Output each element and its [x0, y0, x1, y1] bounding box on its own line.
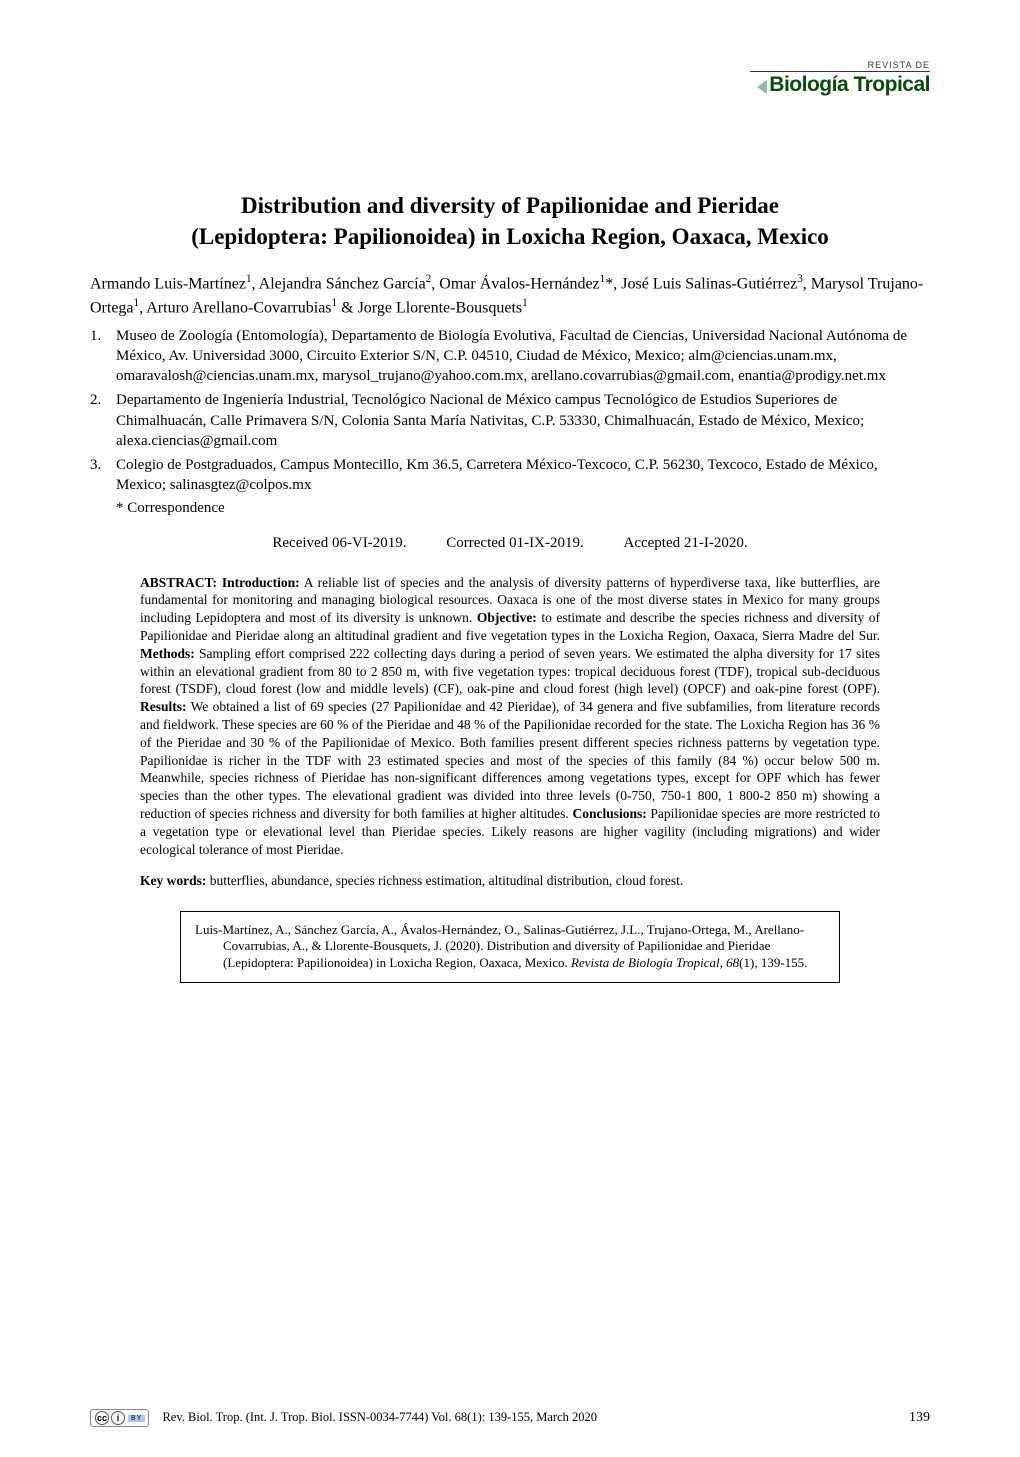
- keywords-block: Key words: butterflies, abundance, speci…: [140, 873, 880, 889]
- page-title: Distribution and diversity of Papilionid…: [90, 190, 930, 252]
- affiliation-item: 2.Departamento de Ingeniería Industrial,…: [90, 390, 930, 451]
- citation-pages: (1), 139-155.: [739, 955, 807, 970]
- title-line-2: (Lepidoptera: Papilionoidea) in Loxicha …: [191, 224, 829, 249]
- keywords-label: Key words:: [140, 873, 206, 888]
- abstract-conclusions-label: Conclusions:: [572, 806, 646, 821]
- cc-icon: cc: [95, 1411, 109, 1425]
- date-corrected: Corrected 01-IX-2019.: [446, 535, 583, 551]
- cc-license-badge: cc i BY: [90, 1409, 149, 1427]
- dates-row: Received 06-VI-2019. Corrected 01-IX-201…: [90, 535, 930, 552]
- date-accepted: Accepted 21-I-2020.: [623, 535, 747, 551]
- citation-box: Luis-Martínez, A., Sánchez García, A., Á…: [180, 911, 840, 984]
- date-received: Received 06-VI-2019.: [272, 535, 406, 551]
- affiliation-text: Museo de Zoología (Entomología), Departa…: [116, 326, 930, 387]
- abstract-methods-label: Methods:: [140, 646, 195, 661]
- affiliation-number: 2.: [90, 390, 116, 451]
- journal-supertitle: REVISTA DE: [750, 60, 930, 72]
- footer-left: cc i BY Rev. Biol. Trop. (Int. J. Trop. …: [90, 1409, 597, 1427]
- journal-name: Biología Tropical: [769, 73, 930, 96]
- affiliation-text: Colegio de Postgraduados, Campus Monteci…: [116, 455, 930, 496]
- affiliation-number: 1.: [90, 326, 116, 387]
- title-line-1: Distribution and diversity of Papilionid…: [241, 193, 779, 218]
- abstract-results-label: Results:: [140, 699, 187, 714]
- abstract-objective-label: Objective:: [477, 610, 537, 625]
- abstract-results-text: We obtained a list of 69 species (27 Pap…: [140, 699, 880, 821]
- correspondence-note: * Correspondence: [116, 500, 930, 517]
- authors-block: Armando Luis-Martínez1, Alejandra Sánche…: [90, 272, 930, 319]
- affiliations-block: 1.Museo de Zoología (Entomología), Depar…: [90, 326, 930, 496]
- journal-name-row: Biología Tropical: [750, 73, 930, 97]
- page-footer: cc i BY Rev. Biol. Trop. (Int. J. Trop. …: [90, 1409, 930, 1427]
- abstract-block: ABSTRACT: Introduction: A reliable list …: [140, 574, 880, 859]
- by-person-icon: i: [111, 1411, 125, 1425]
- by-label: BY: [128, 1415, 145, 1422]
- footer-journal-line: Rev. Biol. Trop. (Int. J. Trop. Biol. IS…: [162, 1410, 597, 1424]
- abstract-intro-label: ABSTRACT: Introduction:: [140, 575, 300, 590]
- affiliation-item: 3.Colegio de Postgraduados, Campus Monte…: [90, 455, 930, 496]
- page-number: 139: [909, 1410, 930, 1426]
- abstract-methods-text: Sampling effort comprised 222 collecting…: [140, 646, 880, 697]
- journal-logo: REVISTA DE Biología Tropical: [750, 55, 930, 97]
- affiliation-text: Departamento de Ingeniería Industrial, T…: [116, 390, 930, 451]
- affiliation-item: 1.Museo de Zoología (Entomología), Depar…: [90, 326, 930, 387]
- affiliation-number: 3.: [90, 455, 116, 496]
- keywords-text: butterflies, abundance, species richness…: [206, 873, 683, 888]
- citation-journal: Revista de Biología Tropical, 68: [571, 955, 739, 970]
- chevron-icon: [757, 80, 767, 94]
